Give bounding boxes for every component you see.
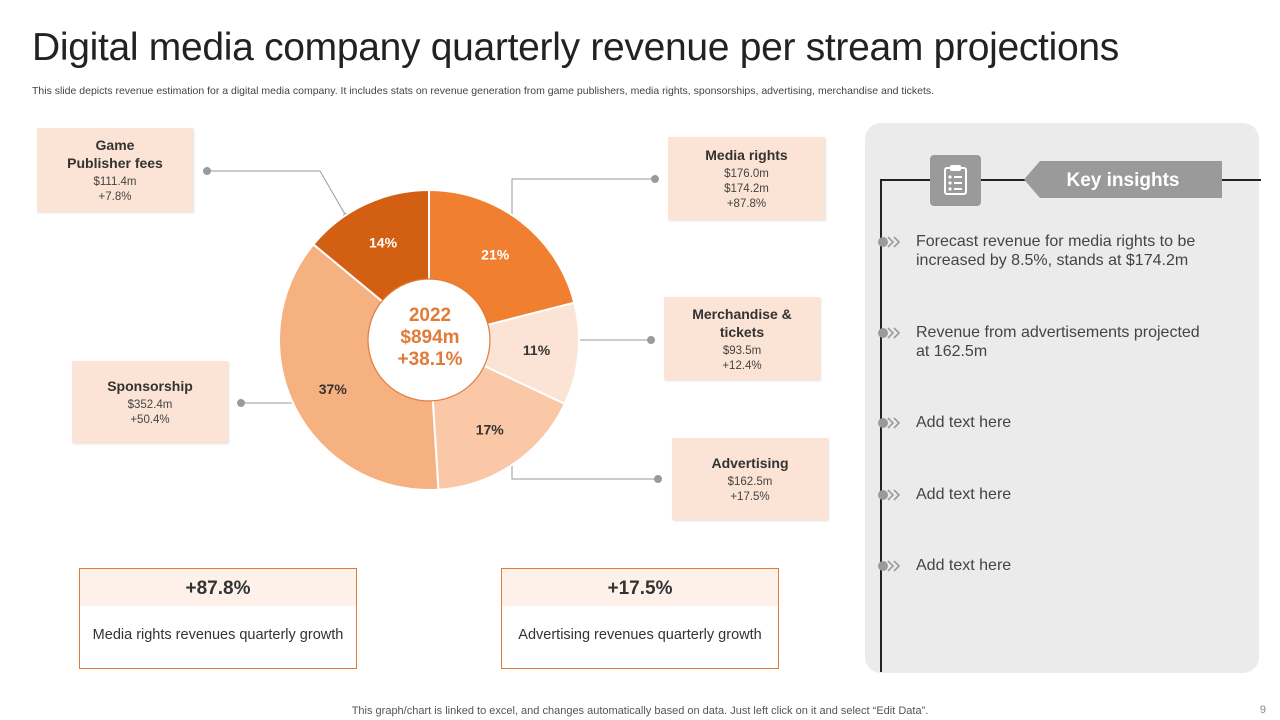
callout-name: Game Publisher fees	[67, 137, 163, 171]
callout-name: Sponsorship	[107, 378, 193, 394]
insight-item: Revenue from advertisements projected at…	[876, 323, 1216, 361]
callout-values: $352.4m +50.4%	[127, 399, 173, 426]
center-growth: +38.1%	[397, 349, 463, 370]
chevron-bullet-icon	[878, 417, 901, 429]
callout-merchandise-tickets: Merchandise & tickets $93.5m +12.4%	[664, 297, 820, 380]
callout-name: Media rights	[705, 147, 788, 163]
leader-game-publisher	[207, 170, 347, 217]
callout-advertising: Advertising $162.5m +17.5%	[672, 438, 828, 520]
page-title: Digital media company quarterly revenue …	[32, 26, 1119, 69]
callout-values: $111.4m +7.8%	[93, 176, 137, 203]
callout-values: $176.0m $174.2m +87.8%	[724, 168, 769, 210]
stat-description: Advertising revenues quarterly growth	[518, 627, 762, 643]
chevron-bullet-icon	[878, 327, 901, 339]
insight-item: Add text here	[876, 413, 1216, 433]
stat-value: +17.5%	[502, 569, 778, 606]
donut-slice-sponsorship	[278, 242, 440, 491]
page-number: 9	[1259, 704, 1266, 716]
leader-advertising-dot	[654, 475, 662, 483]
leader-sponsorship-dot	[237, 399, 245, 407]
callout-values: $93.5m +12.4%	[722, 345, 762, 372]
insight-text: Add text here	[916, 414, 1012, 431]
stat-box-advertising: +17.5% Advertising revenues quarterly gr…	[501, 568, 779, 669]
insight-text: Add text here	[916, 486, 1012, 503]
callout-sponsorship: Sponsorship $352.4m +50.4%	[72, 361, 228, 443]
chevron-bullet-icon	[878, 560, 901, 572]
stat-box-media-rights: +87.8% Media rights revenues quarterly g…	[79, 568, 357, 669]
slice-value-label: 21%	[481, 247, 510, 263]
callout-game-publisher-fees: Game Publisher fees $111.4m +7.8%	[37, 128, 193, 212]
stat-description: Media rights revenues quarterly growth	[92, 627, 344, 643]
donut-slice-labels: 21% 11% 17% 37% 14%	[319, 234, 551, 437]
center-total: $894m	[400, 327, 460, 348]
donut-center-label: 2022 $894m +38.1%	[370, 305, 490, 371]
insight-item: Add text here	[876, 485, 1216, 505]
center-year: 2022	[408, 305, 452, 326]
insight-item: Add text here	[876, 556, 1216, 576]
chevron-bullet-icon	[878, 236, 901, 248]
footer-note: This graph/chart is linked to excel, and…	[351, 705, 929, 717]
leader-game-publisher-dot	[203, 167, 211, 175]
key-insights-panel	[865, 123, 1259, 673]
slice-value-label: 11%	[523, 342, 551, 358]
insight-item: Forecast revenue for media rights to be …	[876, 232, 1216, 270]
chevron-bullet-icon	[878, 489, 901, 501]
insight-text: Add text here	[916, 557, 1012, 574]
revenue-donut-chart: 21% 11% 17% 37% 14%	[203, 167, 662, 491]
key-insights-banner: Key insights	[1024, 161, 1222, 198]
donut-slice-merchandise-tickets	[426, 301, 580, 406]
page-subtitle: This slide depicts revenue estimation fo…	[32, 85, 935, 97]
leader-media-rights	[511, 178, 655, 220]
key-insights-heading: Key insights	[1066, 170, 1180, 191]
clipboard-checklist-icon	[930, 155, 981, 206]
leader-merchandise-dot	[647, 336, 655, 344]
callout-name: Merchandise & tickets	[692, 306, 792, 340]
slice-value-label: 14%	[369, 234, 398, 250]
slice-value-label: 37%	[319, 381, 348, 397]
slice-value-label: 17%	[476, 421, 505, 437]
callout-name: Advertising	[711, 455, 789, 471]
callout-media-rights: Media rights $176.0m $174.2m +87.8%	[668, 137, 825, 220]
insight-text: Forecast revenue for media rights to be …	[916, 233, 1196, 269]
leader-media-rights-dot	[651, 175, 659, 183]
leader-advertising	[511, 458, 658, 480]
insight-text: Revenue from advertisements projected at…	[916, 324, 1200, 360]
callout-values: $162.5m +17.5%	[727, 476, 773, 503]
donut-center-circle	[367, 278, 491, 402]
stat-value: +87.8%	[80, 569, 356, 606]
